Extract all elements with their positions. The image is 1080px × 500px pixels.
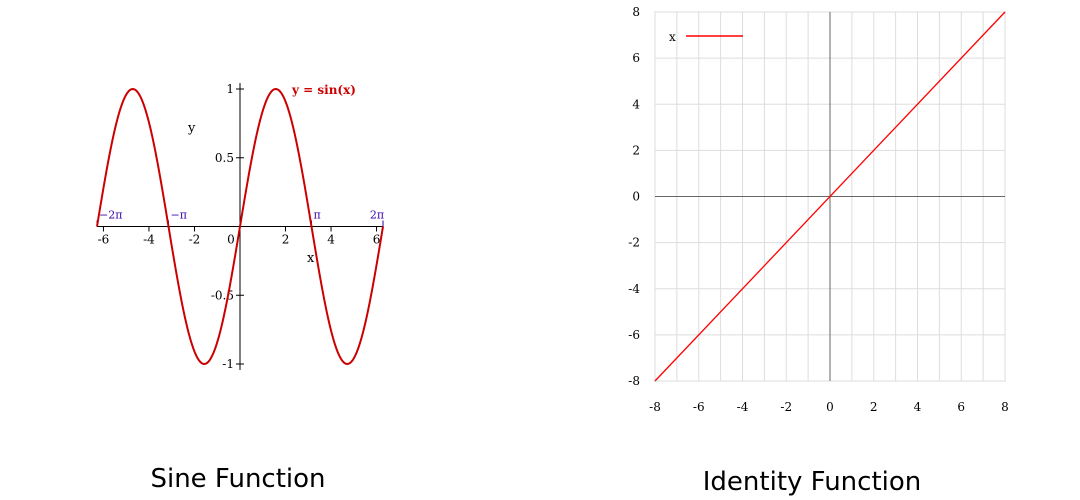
sine-x-tick-label: 4	[327, 233, 335, 247]
sine-x-ticks: -6 -4 -2 0 2 4 6	[98, 226, 381, 247]
sine-y-tick-label: 0.5	[215, 151, 234, 165]
sine-pi-annotation: −π	[168, 209, 187, 227]
sine-y-tick: -1	[222, 357, 244, 371]
sine-pi-label: −2π	[99, 209, 122, 222]
sine-x-tick-label: 2	[282, 233, 290, 247]
identity-legend-label: x	[669, 30, 676, 44]
sine-x-axis-label: x	[307, 251, 315, 266]
identity-legend: x	[669, 30, 743, 44]
sine-x-tick: -2	[189, 226, 201, 247]
sine-x-tick: -4	[143, 226, 155, 247]
sine-x-tick-label: -4	[143, 233, 155, 247]
sine-pi-annotation: π	[311, 209, 321, 227]
sine-x-tick: 6	[373, 226, 381, 247]
sine-pi-label: 2π	[370, 209, 384, 222]
sine-pi-annotation: −2π	[96, 209, 122, 227]
sine-pi-annotations: −2π −π π 2π	[96, 209, 384, 227]
sine-caption: Sine Function	[150, 464, 325, 494]
sine-x-tick: -6	[98, 226, 110, 247]
sine-series-line	[96, 87, 384, 366]
identity-x-tick-label: 8	[1001, 400, 1009, 414]
sine-y-tick-label: -0.5	[211, 288, 234, 302]
sine-x-tick: 2	[282, 226, 290, 247]
identity-x-tick-label: 4	[914, 400, 922, 414]
identity-y-tick-label: -8	[628, 374, 640, 388]
sine-y-tick: 0.5	[215, 151, 244, 165]
sine-x-tick-label: 0	[227, 233, 235, 247]
sine-y-tick-label: -1	[222, 357, 234, 371]
identity-series-line	[654, 11, 1006, 382]
identity-y-tick-label: -2	[628, 236, 640, 250]
identity-x-tick-label: 0	[826, 400, 834, 414]
identity-y-tick-label: 8	[632, 5, 640, 19]
sine-y-tick-label: 1	[226, 82, 234, 96]
identity-x-tick-label: -4	[737, 400, 749, 414]
identity-y-tick-label: 6	[632, 51, 640, 65]
identity-x-tick-label: -2	[780, 400, 792, 414]
sine-x-tick-label: -6	[98, 233, 110, 247]
identity-caption: Identity Function	[703, 467, 922, 497]
identity-y-tick-label: 4	[632, 97, 640, 111]
sine-series-label: y = sin(x)	[291, 83, 356, 97]
sine-x-tick: 4	[327, 226, 335, 247]
sine-y-ticks: 1 0.5 -0.5 -1	[211, 82, 244, 371]
identity-x-ticks: -8 -6 -4 -2 0 2 4 6 8	[649, 400, 1009, 414]
sine-y-tick: 1	[226, 82, 244, 96]
sine-pi-annotation: 2π	[370, 209, 384, 227]
identity-y-tick-label: 2	[632, 143, 640, 157]
sine-x-tick-label: -2	[189, 233, 201, 247]
sine-chart: -6 -4 -2 0 2 4 6 1 0.5 -0.5 -1 −2π −π π 2π y = sin(x…	[96, 82, 384, 494]
identity-x-tick-label: -8	[649, 400, 661, 414]
identity-y-tick-label: -6	[628, 328, 640, 342]
sine-x-tick-label: 6	[373, 233, 381, 247]
identity-y-tick-label: -4	[628, 282, 640, 296]
sine-pi-label: −π	[171, 209, 187, 222]
identity-x-tick-label: 6	[957, 400, 965, 414]
sine-pi-label: π	[314, 209, 321, 222]
identity-y-tick-label: 0	[632, 190, 640, 204]
identity-x-tick-label: 2	[870, 400, 878, 414]
sine-y-axis-label: y	[187, 121, 196, 136]
identity-y-ticks: 8 6 4 2 0 -2 -4 -6 -8	[628, 5, 640, 388]
identity-chart: -8 -6 -4 -2 0 2 4 6 8 8 6 4 2 0 -2 -4 -6 -8 x Identity F…	[628, 5, 1009, 497]
identity-x-tick-label: -6	[693, 400, 705, 414]
